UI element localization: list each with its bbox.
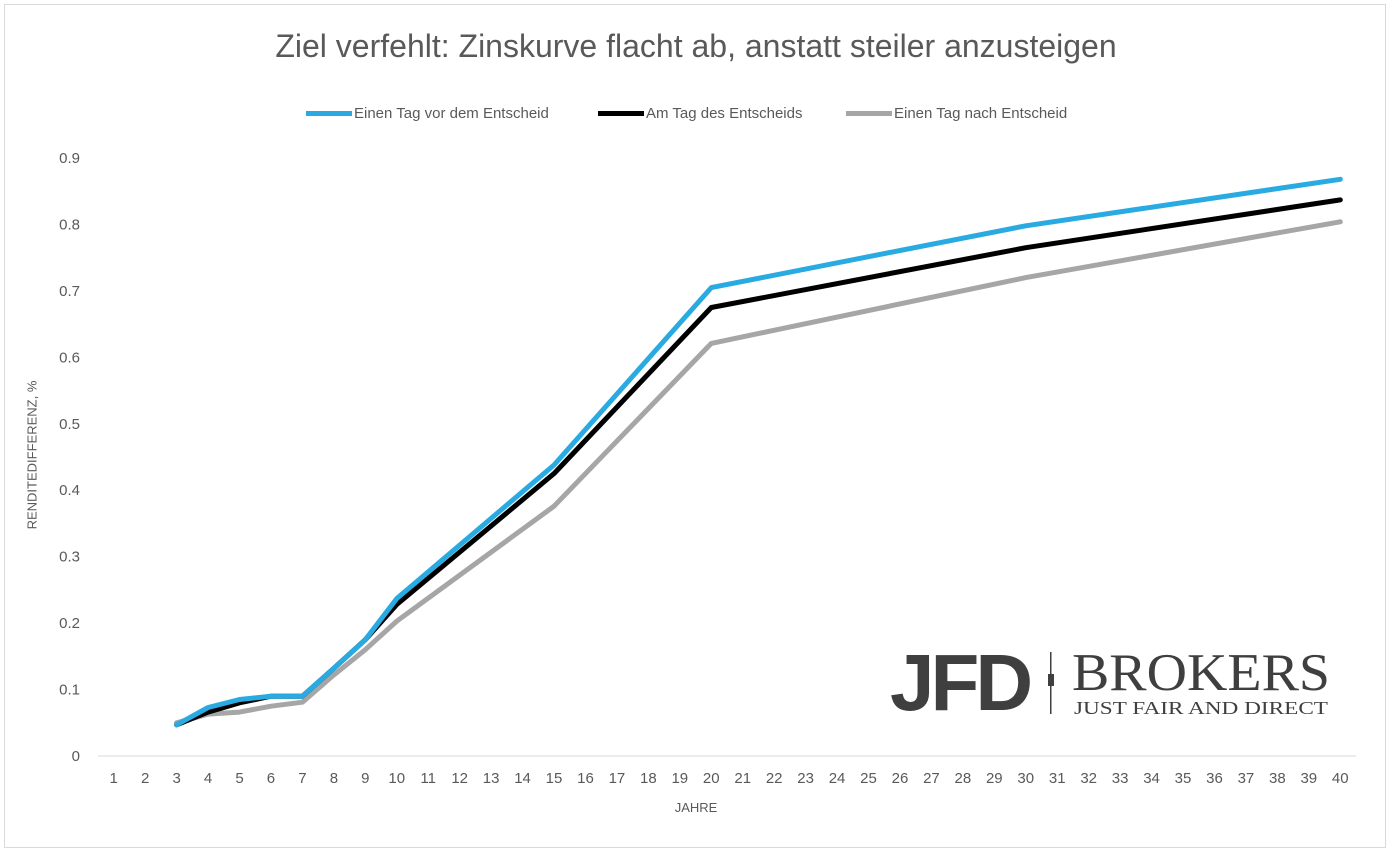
y-tick-label: 0.9 <box>59 150 80 167</box>
x-tick-label: 4 <box>204 770 212 787</box>
x-tick-label: 13 <box>483 770 500 787</box>
legend: Einen Tag vor dem Entscheid Am Tag des E… <box>0 103 1392 123</box>
chart-frame <box>4 4 1386 848</box>
x-tick-label: 34 <box>1143 770 1160 787</box>
logo-name: BROKERS <box>1072 644 1330 702</box>
x-tick-label: 31 <box>1049 770 1066 787</box>
logo-mark: JFD <box>890 644 1030 720</box>
x-tick-label: 39 <box>1300 770 1317 787</box>
x-tick-label: 29 <box>986 770 1003 787</box>
x-tick-label: 6 <box>267 770 275 787</box>
legend-swatch-series-1 <box>306 110 352 116</box>
x-tick-label: 38 <box>1269 770 1286 787</box>
legend-swatch-series-2 <box>598 110 644 116</box>
x-tick-label: 8 <box>330 770 338 787</box>
jfd-brokers-logo: JFD BROKERS JUST FAIR AND DIRECT <box>890 644 1330 720</box>
legend-swatch-series-3 <box>846 110 892 116</box>
series-line-3 <box>174 219 1343 726</box>
x-tick-label: 32 <box>1080 770 1097 787</box>
x-tick-label: 24 <box>829 770 846 787</box>
x-tick-label: 16 <box>577 770 594 787</box>
y-tick-label: 0.1 <box>59 682 80 699</box>
x-tick-label: 5 <box>235 770 243 787</box>
x-tick-label: 1 <box>110 770 118 787</box>
legend-label-series-3: Einen Tag nach Entscheid <box>894 104 1068 122</box>
x-tick-label: 17 <box>609 770 626 787</box>
x-tick-label: 26 <box>892 770 909 787</box>
x-tick-label: 28 <box>955 770 972 787</box>
x-tick-label: 33 <box>1112 770 1129 787</box>
x-tick-label: 7 <box>298 770 306 787</box>
chart-title: Ziel verfehlt: Zinskurve flacht ab, anst… <box>275 28 1117 64</box>
x-tick-label: 15 <box>546 770 563 787</box>
x-tick-label: 36 <box>1206 770 1223 787</box>
x-tick-label: 3 <box>172 770 180 787</box>
y-tick-label: 0.2 <box>59 615 80 632</box>
y-tick-label: 0.6 <box>59 349 80 366</box>
x-tick-label: 18 <box>640 770 657 787</box>
x-tick-label: 21 <box>734 770 751 787</box>
x-tick-label: 20 <box>703 770 720 787</box>
y-tick-label: 0 <box>72 748 80 765</box>
legend-label-series-2: Am Tag des Entscheids <box>646 104 803 122</box>
logo-tagline: JUST FAIR AND DIRECT <box>1074 698 1328 718</box>
x-tick-label: 2 <box>141 770 149 787</box>
legend-item-series-2: Am Tag des Entscheids <box>598 103 802 123</box>
x-tick-label: 30 <box>1017 770 1034 787</box>
x-tick-label: 35 <box>1175 770 1192 787</box>
x-tick-label: 23 <box>797 770 814 787</box>
y-tick-label: 0.7 <box>59 283 80 300</box>
y-tick-label: 0.8 <box>59 216 80 233</box>
x-tick-label: 9 <box>361 770 369 787</box>
x-tick-label: 12 <box>451 770 468 787</box>
x-tick-label: 25 <box>860 770 877 787</box>
x-axis-label: JAHRE <box>674 800 718 815</box>
x-tick-label: 11 <box>420 770 436 787</box>
series-line-1 <box>174 176 1343 728</box>
legend-item-series-3: Einen Tag nach Entscheid <box>846 103 1067 123</box>
x-tick-label: 14 <box>514 770 531 787</box>
y-tick-label: 0.3 <box>59 549 80 566</box>
y-tick-label: 0.4 <box>59 482 80 499</box>
x-tick-label: 19 <box>671 770 688 787</box>
legend-item-series-1: Einen Tag vor dem Entscheid <box>306 103 549 123</box>
x-tick-label: 22 <box>766 770 783 787</box>
x-tick-label: 40 <box>1332 770 1349 787</box>
x-tick-label: 10 <box>388 770 405 787</box>
x-tick-label: 27 <box>923 770 940 787</box>
logo-divider-line <box>1050 652 1052 714</box>
y-tick-label: 0.5 <box>59 416 80 433</box>
legend-label-series-1: Einen Tag vor dem Entscheid <box>354 104 549 122</box>
x-tick-label: 37 <box>1238 770 1255 787</box>
